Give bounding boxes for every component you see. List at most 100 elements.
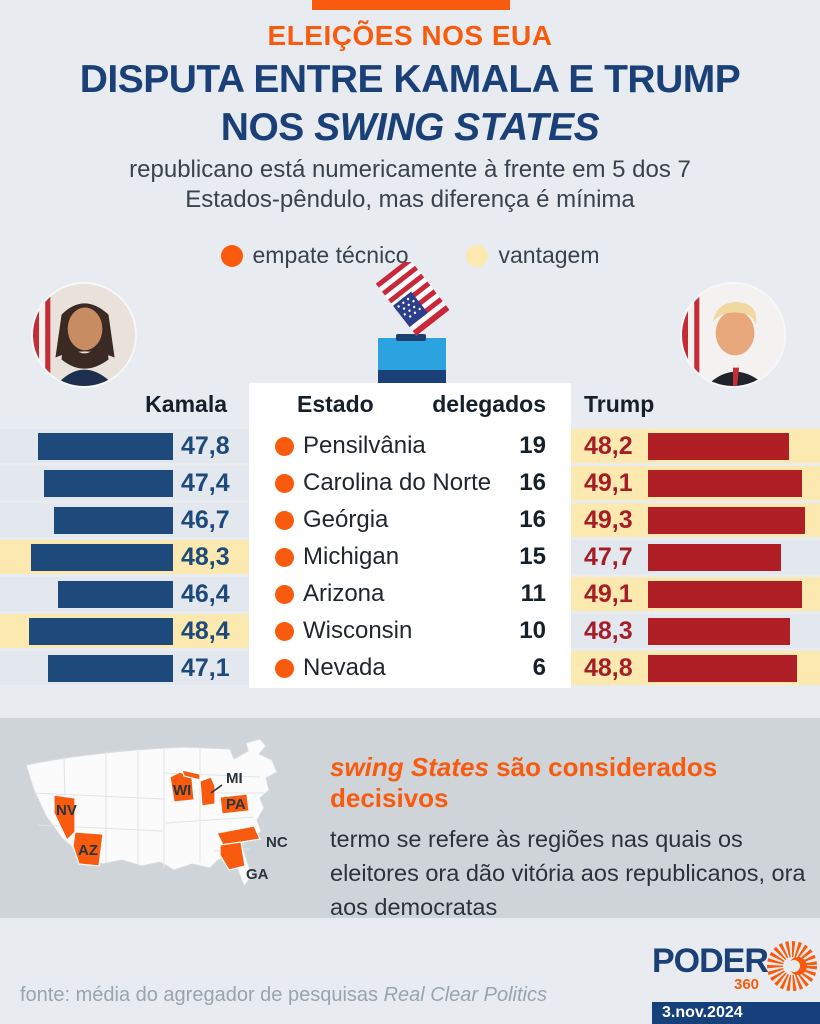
title-prefix: NOS — [220, 106, 315, 149]
source-name: Real Clear Politics — [383, 984, 547, 1006]
legend-item-advantage: vantagem — [466, 242, 600, 269]
map-label-pa: PA — [226, 796, 246, 813]
state-cell: Wisconsin 10 — [249, 614, 571, 648]
swing-states-info: swing States são considerados decisivos … — [330, 752, 808, 924]
poder360-logo: PODER 360 — [652, 938, 820, 998]
table-row: 47,4 Carolina do Norte 16 49,1 — [0, 466, 820, 500]
state-az — [72, 831, 104, 867]
trump-cell: 48,2 — [571, 429, 820, 463]
kamala-value: 47,4 — [181, 468, 230, 497]
state-name: Nevada — [303, 654, 386, 681]
trump-value: 49,3 — [584, 505, 633, 534]
kamala-cell: 48,4 — [0, 614, 249, 648]
table-header: Kamala Estado delegados Trump — [0, 383, 820, 425]
state-dot-icon — [275, 510, 294, 530]
delegates-value: 16 — [519, 469, 546, 496]
kamala-cell: 46,7 — [0, 503, 249, 537]
trump-portrait-icon — [682, 284, 784, 386]
legend-item-tie: empate técnico — [220, 242, 409, 269]
subtitle: republicano está numericamente à frente … — [0, 155, 820, 215]
kamala-bar — [48, 654, 173, 682]
trump-bar — [648, 654, 797, 682]
sunburst-icon — [767, 941, 817, 991]
delegates-value: 19 — [519, 432, 546, 459]
delegates-value: 15 — [519, 543, 546, 570]
info-body: termo se refere às regiões nas quais os … — [330, 826, 806, 920]
trump-value: 49,1 — [584, 468, 633, 497]
table-row: 47,8 Pensilvânia 19 48,2 — [0, 429, 820, 463]
trump-value: 47,7 — [584, 542, 633, 571]
page-title-line2: NOS SWING STATES — [0, 106, 820, 150]
kamala-cell: 47,1 — [0, 651, 249, 685]
state-cell: Nevada 6 — [249, 651, 571, 685]
kamala-bar — [54, 506, 173, 534]
kamala-bar — [31, 543, 173, 571]
map-label-az: AZ — [78, 842, 98, 859]
center-column-headers: Estado delegados — [249, 391, 571, 418]
state-cell: Geórgia 16 — [249, 503, 571, 537]
trump-bar — [648, 617, 790, 645]
trump-bar — [648, 543, 781, 571]
state-name: Pensilvânia — [303, 432, 426, 459]
kamala-bar — [44, 469, 173, 497]
trump-cell: 49,3 — [571, 503, 820, 537]
kamala-value: 46,7 — [181, 505, 230, 534]
trump-value: 48,3 — [584, 616, 633, 645]
map-label-nc: NC — [266, 834, 288, 851]
us-map: NV AZ WI MI PA NC GA — [25, 738, 288, 887]
state-nv — [53, 794, 76, 842]
state-name: Michigan — [303, 543, 400, 570]
table-center-strip — [249, 383, 571, 688]
state-ga — [219, 841, 246, 871]
subtitle-line1: republicano está numericamente à frente … — [129, 156, 691, 183]
table-row: 46,4 Arizona 11 49,1 — [0, 577, 820, 611]
logo-360: 360 — [734, 976, 760, 993]
delegates-value: 11 — [520, 580, 546, 607]
state-dot-icon — [275, 584, 294, 604]
trump-bar — [648, 580, 802, 608]
state-cell: Michigan 15 — [249, 540, 571, 574]
tie-dot-icon — [220, 244, 243, 267]
info-heading-italic: swing States — [330, 752, 489, 782]
kamala-column-header: Kamala — [145, 390, 227, 417]
kamala-value: 48,3 — [181, 542, 230, 571]
state-name: Arizona — [303, 580, 385, 607]
kamala-bar — [38, 432, 173, 460]
trump-value: 48,2 — [584, 431, 633, 460]
kamala-portrait-icon — [33, 284, 135, 386]
trump-cell: 48,8 — [571, 651, 820, 685]
state-name: Wisconsin — [303, 617, 413, 644]
state-dot-icon — [275, 547, 294, 567]
state-cell: Carolina do Norte 16 — [249, 466, 571, 500]
kamala-cell: 46,4 — [0, 577, 249, 611]
state-dot-icon — [275, 473, 294, 493]
state-cell: Pensilvânia 19 — [249, 429, 571, 463]
map-label-wi: WI — [173, 782, 191, 799]
kamala-photo — [33, 284, 135, 386]
map-label-nv: NV — [56, 802, 77, 819]
trump-column-header: Trump — [584, 390, 655, 417]
kicker: ELEIÇÕES NOS EUA — [267, 20, 553, 51]
map-labels: NV AZ WI MI PA NC GA — [56, 770, 288, 883]
subtitle-line2: Estados-pêndulo, mas diferença é mínima — [185, 186, 635, 213]
advantage-label: vantagem — [498, 242, 600, 268]
kamala-value: 47,8 — [181, 431, 230, 460]
state-mi-up — [181, 769, 201, 781]
state-nc — [216, 825, 261, 846]
kamala-value: 48,4 — [181, 616, 230, 645]
map-label-ga: GA — [246, 866, 269, 883]
trump-photo — [682, 284, 784, 386]
trump-bar — [648, 432, 789, 460]
delegados-column-header: delegados — [432, 390, 546, 417]
table-row: 47,1 Nevada 6 48,8 — [0, 651, 820, 685]
mi-pointer-line — [210, 784, 223, 794]
state-pa — [219, 793, 250, 815]
kamala-cell: 47,8 — [0, 429, 249, 463]
kamala-cell: 48,3 — [0, 540, 249, 574]
date-badge: 3.nov.2024 — [652, 1002, 820, 1024]
trump-bar — [648, 506, 805, 534]
delegates-value: 16 — [519, 506, 546, 533]
state-name: Carolina do Norte — [303, 469, 492, 496]
tie-label: empate técnico — [252, 242, 409, 268]
